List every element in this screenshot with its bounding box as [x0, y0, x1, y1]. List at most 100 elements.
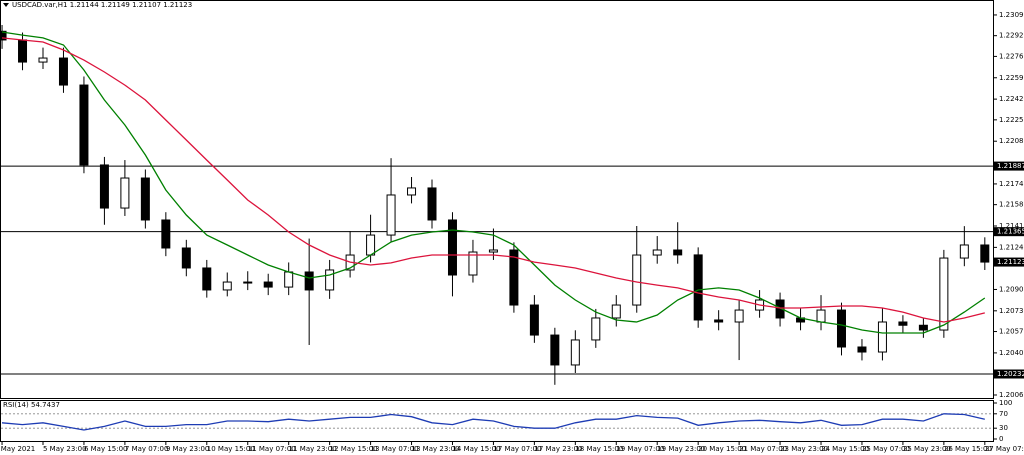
- x-tick-label: 10 May 15:00: [207, 445, 255, 453]
- x-tick-label: 19 May 07:00: [616, 445, 664, 453]
- x-tick-label: 13 May 23:00: [412, 445, 460, 453]
- rsi-line: [1, 413, 985, 431]
- candle-body: [386, 194, 396, 236]
- candle-body: [980, 244, 990, 263]
- candle-body: [529, 304, 539, 336]
- x-tick-label: 13 May 07:00: [371, 445, 419, 453]
- x-tick-label: 14 May 15:00: [452, 445, 500, 453]
- y-tick-label: 1.20735: [999, 307, 1024, 315]
- candle-body: [284, 271, 294, 288]
- current-price-tag: [994, 257, 1024, 267]
- rsi-tick-label: 70: [999, 410, 1008, 418]
- chart-title: USDCAD.var,H1 1.21144 1.21149 1.21107 1.…: [12, 1, 192, 9]
- candle-body: [222, 281, 232, 291]
- rsi-tick-label: 100: [999, 399, 1012, 407]
- y-tick-label: 1.20400: [999, 349, 1024, 357]
- x-tick-label: 17 May 07:00: [493, 445, 541, 453]
- candle-body: [38, 57, 48, 63]
- rsi-tick-label: 30: [999, 424, 1008, 432]
- y-tick-label: 1.22085: [999, 137, 1024, 145]
- x-tick-label: 12 May 15:00: [330, 445, 378, 453]
- level-tag: [994, 161, 1024, 171]
- candle-body: [591, 317, 601, 341]
- x-tick-label: 6 May 15:00: [84, 445, 128, 453]
- y-tick-label: 1.20570: [999, 328, 1024, 336]
- candle-body: [652, 249, 662, 256]
- x-tick-label: 4 May 2021: [0, 445, 35, 453]
- y-tick-label: 1.21240: [999, 243, 1024, 251]
- moving-average: [1, 31, 986, 334]
- candle-body: [734, 309, 744, 323]
- candle-body: [202, 267, 212, 291]
- y-tick-label: 1.22590: [999, 74, 1024, 82]
- candle-body: [857, 346, 867, 353]
- candle-body: [550, 334, 560, 366]
- candle-body: [775, 299, 785, 319]
- candle-body: [509, 249, 519, 306]
- candle-body: [611, 304, 621, 319]
- x-tick-label: 7 May 07:00: [125, 445, 169, 453]
- candle-body: [836, 309, 846, 348]
- x-tick-label: 26 May 15:00: [944, 445, 992, 453]
- level-tag: [994, 369, 1024, 379]
- candle-body: [632, 254, 642, 306]
- level-tag: [994, 227, 1024, 237]
- x-tick-label: 9 May 23:00: [166, 445, 210, 453]
- candle-body: [181, 247, 191, 269]
- y-tick-label: 1.22925: [999, 32, 1024, 40]
- candle-body: [140, 177, 150, 221]
- y-tick-label: 1.22420: [999, 95, 1024, 103]
- candle-body: [693, 254, 703, 321]
- rsi-label: RSI(14) 54.7437: [3, 401, 60, 409]
- x-tick-label: 21 May 07:00: [739, 445, 787, 453]
- candle-body: [1, 30, 7, 41]
- y-tick-label: 1.22255: [999, 116, 1024, 124]
- price-panel-frame: [0, 0, 994, 399]
- current-price-label: 1.21123: [997, 258, 1024, 266]
- x-tick-label: 17 May 23:00: [534, 445, 582, 453]
- candle-body: [243, 281, 253, 284]
- candle-body: [488, 249, 498, 253]
- candle-body: [816, 309, 826, 323]
- x-tick-label: 23 May 23:00: [780, 445, 828, 453]
- candle-body: [714, 319, 724, 323]
- candle-body: [570, 339, 580, 366]
- y-tick-label: 1.23090: [999, 11, 1024, 19]
- candle-body: [673, 249, 683, 256]
- x-tick-label: 20 May 15:00: [698, 445, 746, 453]
- level-label: 1.20232: [997, 370, 1024, 378]
- y-tick-label: 1.20065: [999, 391, 1024, 399]
- candle-body: [918, 324, 928, 331]
- candle-body: [427, 187, 437, 221]
- candle-body: [959, 244, 969, 259]
- x-axis: 4 May 2021 5 May 23:006 May 15:007 May 07…: [0, 442, 1024, 453]
- title-icon: [3, 3, 9, 7]
- candle-body: [366, 234, 376, 256]
- candle-body: [468, 251, 478, 276]
- rsi-tick-label: 0: [999, 435, 1003, 443]
- candle-body: [407, 187, 417, 196]
- x-tick-label: 19 May 23:00: [657, 445, 705, 453]
- candle-body: [58, 57, 68, 86]
- rsi-value: 54.7437: [31, 401, 60, 409]
- x-tick-label: 11 May 23:00: [289, 445, 337, 453]
- candle-body: [939, 257, 949, 331]
- price-plot: [1, 25, 993, 385]
- y-tick-label: 1.21745: [999, 180, 1024, 188]
- candle-body: [447, 219, 457, 276]
- candle-body: [18, 39, 28, 63]
- candle-body: [161, 219, 171, 249]
- x-tick-label: 25 May 07:00: [862, 445, 910, 453]
- moving-average: [1, 37, 985, 323]
- y-tick-label: 1.20905: [999, 285, 1024, 293]
- level-label: 1.21365: [997, 228, 1024, 236]
- candle-body: [304, 271, 314, 291]
- candle-body: [325, 269, 335, 291]
- x-tick-label: 11 May 07:00: [248, 445, 296, 453]
- candle-body: [120, 177, 130, 209]
- candle-body: [877, 321, 887, 353]
- candle-body: [898, 321, 908, 326]
- candle-body: [263, 281, 273, 288]
